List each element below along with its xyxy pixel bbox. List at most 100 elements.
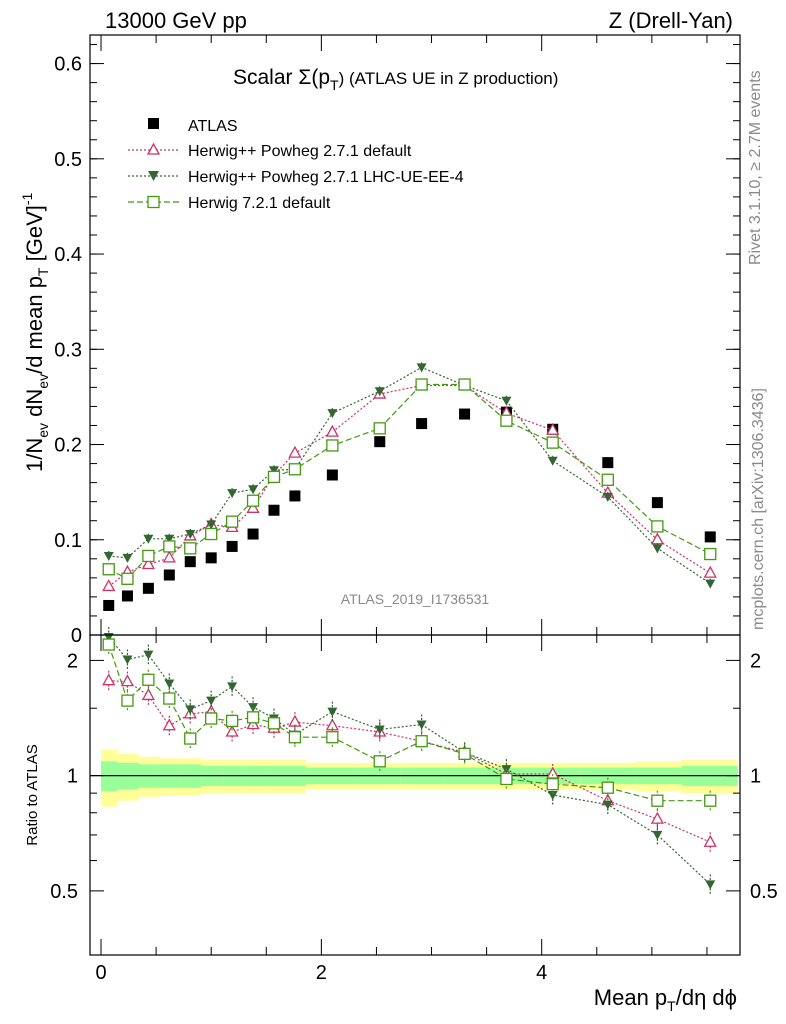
pw-lhc-ratio-point-6 [227, 682, 238, 692]
atlas-point-3 [163, 569, 175, 581]
atlas-point-2 [142, 582, 154, 594]
ratio-ytick-label-right-2: 2 [750, 650, 761, 672]
pw-default-main-point-2 [141, 557, 155, 570]
atlas-point-6 [226, 540, 238, 552]
h7-main-point-16 [601, 473, 614, 486]
pw-lhc-ratio-point-17 [652, 830, 663, 840]
h7-main-point-1 [121, 572, 134, 585]
ratio-panel: 0.5 0.5 1 1 2 2 0 2 4 Ratio to ATLAS Mean pT/dη … [24, 627, 778, 1014]
x-tick-label-2: 4 [536, 962, 547, 984]
pw-default-main-point-10 [325, 424, 339, 437]
main-ytick-label-3: 0.3 [54, 339, 82, 361]
h7-main-point-6 [225, 515, 239, 528]
pw-lhc-main-point-3 [164, 534, 175, 544]
atlas-point-17 [651, 497, 663, 509]
pw-lhc-ratio-point-4 [185, 705, 196, 715]
pw-lhc-ratio-point-10 [327, 707, 338, 717]
legend-entry-pw-lhc: Herwig++ Powheg 2.7.1 LHC-UE-EE-4 [128, 169, 464, 186]
pw-lhc-main-point-0 [103, 551, 114, 561]
h7-ratio-point-12 [415, 735, 428, 748]
h7-main-point-11 [373, 422, 386, 435]
legend-entry-h7: Herwig 7.2.1 default [128, 195, 331, 212]
chart-title-subscript: T [330, 77, 339, 93]
main-ytick-label-4: 0.4 [54, 244, 82, 266]
ratio-ytick-label-left-1: 1 [67, 766, 78, 788]
ratio-band-inner-0 [101, 761, 118, 792]
ratio-ytick-label-left-0: 0.5 [50, 881, 78, 903]
h7-main-point-9 [288, 463, 302, 476]
h7-main-point-13 [458, 378, 471, 391]
h7-main-point-2 [142, 549, 155, 563]
h7-ratio-point-1 [121, 694, 134, 707]
pw-default-ratio-point-1 [120, 674, 135, 687]
pw-default-main-point-3 [162, 550, 176, 563]
pw-lhc-main-point-17 [652, 544, 663, 554]
atlas-point-13 [459, 408, 471, 420]
pw-lhc-ratio-point-1 [122, 655, 133, 665]
atlas-point-4 [184, 556, 196, 568]
legend-label-h7: Herwig 7.2.1 default [188, 195, 331, 212]
h7-main-point-18 [704, 547, 717, 561]
atlas-point-5 [205, 552, 217, 564]
pw-default-main-line [108, 384, 711, 587]
pw-lhc-main-point-5 [206, 520, 217, 530]
pw-lhc-ratio-point-5 [206, 696, 217, 706]
h7-main-line [108, 383, 711, 580]
legend-label-pw-lhc: Herwig++ Powheg 2.7.1 LHC-UE-EE-4 [188, 169, 464, 186]
h7-main-point-14 [500, 414, 513, 427]
legend-marker-atlas [148, 118, 159, 129]
h7-main-point-10 [326, 439, 339, 452]
legend: ATLAS Herwig++ Powheg 2.7.1 default Herw… [128, 118, 464, 212]
chart-title-tail: ) (ATLAS UE in Z production) [339, 69, 559, 88]
h7-main-point-0 [102, 563, 115, 576]
h7-ratio-point-18 [704, 794, 717, 807]
pw-lhc-ratio-point-16 [602, 800, 613, 810]
h7-main-point-17 [651, 520, 664, 533]
header-collision: 13000 GeV pp [105, 8, 247, 33]
ratio-y-axis-label: Ratio to ATLAS [24, 744, 41, 845]
analysis-watermark: ATLAS_2019_I1736531 [341, 591, 490, 607]
legend-label-pw-default: Herwig++ Powheg 2.7.1 default [188, 143, 412, 160]
main-ytick-label-0: 0 [71, 625, 82, 647]
pw-default-main-point-7 [246, 500, 260, 513]
atlas-point-12 [416, 418, 428, 430]
h7-main-point-3 [163, 540, 176, 553]
pw-default-ratio-point-10 [325, 718, 339, 731]
svg-text:Scalar Σ(pT) (ATLAS UE in Z pr: Scalar Σ(pT) (ATLAS UE in Z production) [233, 66, 558, 93]
pw-lhc-ratio-point-12 [416, 720, 427, 730]
legend-marker-h7 [147, 195, 160, 209]
atlas-point-8 [268, 504, 280, 516]
h7-main-point-8 [267, 470, 281, 484]
main-ytick-label-2: 0.2 [54, 435, 82, 457]
h7-main-point-7 [246, 494, 260, 507]
pw-lhc-main-point-6 [227, 489, 238, 499]
h7-ratio-point-5 [205, 712, 218, 725]
h7-main-point-5 [205, 527, 218, 541]
main-axes: 0 0.1 0.2 0.3 0.4 0.5 0.6 [54, 35, 740, 647]
pw-default-ratio-point-2 [141, 688, 155, 701]
main-ytick-label-6: 0.6 [54, 54, 82, 76]
main-ytick-label-5: 0.5 [54, 149, 82, 171]
mcplots-credit-label: mcplots.cern.ch [arXiv:1306.3436] [750, 388, 767, 630]
pw-lhc-main-point-12 [416, 363, 427, 373]
pw-default-ratio-point-17 [650, 811, 664, 824]
pw-lhc-ratio-point-2 [143, 650, 154, 660]
ratio-frame [89, 634, 741, 956]
legend-marker-pw-default [146, 142, 161, 155]
ratio-data-layer [90, 627, 740, 895]
pw-lhc-main-point-2 [143, 534, 154, 544]
ratio-ytick-label-right-0: 0.5 [750, 881, 778, 903]
h7-main-point-4 [184, 542, 197, 555]
atlas-point-10 [326, 469, 338, 481]
h7-ratio-point-14 [500, 772, 513, 786]
h7-ratio-point-16 [601, 781, 614, 794]
h7-ratio-point-9 [288, 731, 302, 744]
x-tick-label-0: 0 [95, 962, 106, 984]
ratio-axes: 0.5 0.5 1 1 2 2 0 2 4 [50, 635, 778, 984]
chart-title-main: Scalar Σ(p [233, 66, 330, 89]
pw-default-ratio-point-6 [225, 724, 239, 737]
pw-default-ratio-point-7 [246, 717, 260, 730]
pw-default-main-point-17 [650, 532, 664, 545]
legend-entry-pw-default: Herwig++ Powheg 2.7.1 default [128, 142, 412, 160]
